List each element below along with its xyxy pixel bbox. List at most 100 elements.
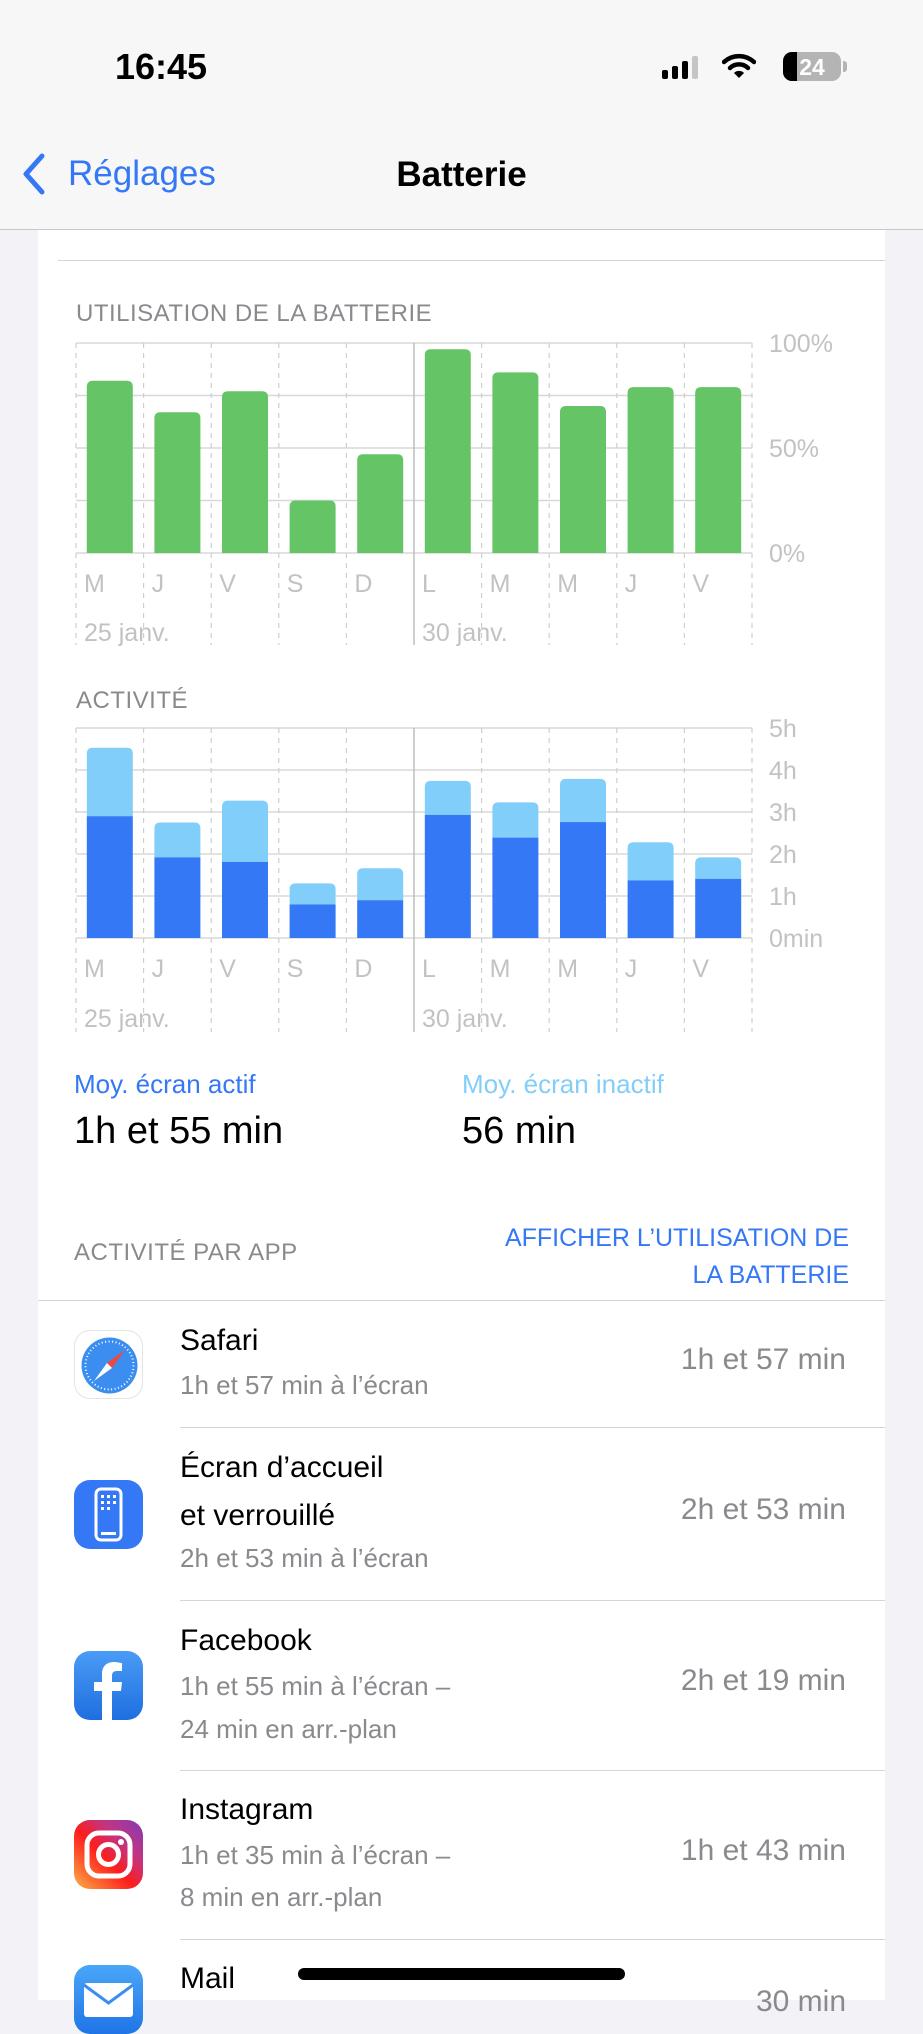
app-detail: 1h et 57 min à l’écran — [180, 1370, 429, 1400]
home-lock-screen-icon — [74, 1480, 143, 1549]
day-label: M — [84, 955, 105, 983]
battery-bar — [560, 406, 606, 553]
battery-usage-chart: 0% 50% 100% M J V S D L M M J V 25 janv. 30 janv. 0min 1… — [75, 330, 833, 1033]
day-label: V — [692, 570, 709, 598]
app-detail: 1h et 55 min à l’écran – — [180, 1671, 451, 1701]
day-label: L — [422, 570, 436, 598]
status-time: 16:45 — [115, 46, 208, 87]
app-usage: 1h et 43 min — [680, 1834, 846, 1867]
screen-on-bar — [695, 878, 742, 938]
app-detail-background: 8 min en arr.-plan — [180, 1882, 383, 1912]
date-label: 30 janv. — [422, 619, 508, 647]
date-label: 30 janv. — [422, 1005, 508, 1033]
screen-off-bar — [695, 857, 742, 879]
screen-off-bar — [627, 842, 674, 881]
battery-bar — [154, 412, 201, 553]
wifi-icon — [722, 53, 756, 78]
home-indicator[interactable] — [298, 1968, 625, 1980]
y-tick-label: 50% — [769, 435, 819, 463]
screen-off-bar — [357, 868, 404, 901]
instagram-icon — [74, 1820, 143, 1889]
day-label: M — [557, 570, 578, 598]
screen-on-bar — [154, 857, 201, 938]
date-label: 25 janv. — [84, 619, 170, 647]
link-line-2: LA BATTERIE — [692, 1261, 849, 1289]
divider — [180, 1939, 885, 1940]
day-label: D — [354, 570, 372, 598]
avg-inactive-value: 56 min — [462, 1110, 577, 1152]
divider — [58, 260, 885, 261]
battery-bar — [627, 387, 674, 553]
app-usage: 30 min — [755, 1985, 846, 2018]
battery-chart-title: UTILISATION DE LA BATTERIE — [76, 300, 433, 327]
screen-off-bar — [86, 747, 133, 817]
app-detail: 1h et 35 min à l’écran – — [180, 1840, 451, 1870]
cellular-signal-icon — [662, 56, 698, 79]
screen-off-bar — [154, 822, 201, 858]
app-name: Facebook — [180, 1624, 312, 1657]
app-name: Safari — [180, 1324, 259, 1357]
app-name: Écran d’accueil — [180, 1451, 384, 1484]
back-button[interactable]: Réglages — [18, 152, 216, 196]
avg-active-value: 1h et 55 min — [74, 1110, 284, 1152]
screen-off-bar — [424, 780, 471, 815]
y-tick-label: 4h — [769, 757, 797, 785]
app-usage: 2h et 53 min — [680, 1493, 846, 1526]
divider — [180, 1770, 885, 1771]
screen-on-bar — [222, 861, 268, 938]
screen-on-bar — [560, 822, 606, 938]
top-bar: 16:45 24 Batterie Réglages — [0, 0, 923, 230]
battery-icon: 24 — [783, 52, 841, 81]
day-label: S — [287, 570, 304, 598]
apps-section-title: ACTIVITÉ PAR APP — [74, 1239, 298, 1266]
divider — [38, 1300, 885, 1301]
battery-tip — [843, 61, 847, 72]
app-usage: 1h et 57 min — [680, 1343, 846, 1376]
y-tick-label: 3h — [769, 799, 797, 827]
app-name: Instagram — [180, 1793, 314, 1826]
y-tick-label: 5h — [769, 715, 797, 743]
screen-off-bar — [289, 883, 336, 905]
app-detail-background: 24 min en arr.-plan — [180, 1714, 397, 1744]
screen-on-bar — [289, 904, 336, 938]
screen-on-bar — [627, 880, 674, 938]
show-battery-usage-link[interactable]: AFFICHER L’UTILISATION DE LA BATTERIE — [505, 1220, 849, 1294]
y-tick-label: 1h — [769, 883, 797, 911]
y-tick-label: 0% — [769, 540, 805, 568]
day-label: S — [287, 955, 304, 983]
app-name: Mail — [180, 1962, 236, 1995]
divider — [180, 1427, 885, 1428]
activity-chart-title: ACTIVITÉ — [76, 687, 189, 714]
day-label: J — [625, 570, 638, 598]
day-label: J — [152, 955, 165, 983]
battery-bar — [357, 454, 404, 553]
screen-on-bar — [86, 816, 133, 938]
page-title: Batterie — [396, 155, 527, 194]
battery-bar — [424, 349, 471, 553]
day-label: M — [490, 570, 511, 598]
link-line-1: AFFICHER L’UTILISATION DE — [504, 1224, 849, 1252]
day-label: M — [557, 955, 578, 983]
day-label: M — [84, 570, 105, 598]
back-label: Réglages — [68, 154, 216, 193]
divider — [180, 1600, 885, 1601]
day-label: M — [490, 955, 511, 983]
app-detail: 2h et 53 min à l’écran — [180, 1543, 429, 1573]
y-tick-label: 2h — [769, 841, 797, 869]
chevron-left-icon — [23, 153, 45, 195]
day-label: L — [422, 955, 436, 983]
day-label: D — [354, 955, 372, 983]
app-name-line-2: et verrouillé — [180, 1499, 336, 1532]
facebook-icon — [74, 1651, 143, 1720]
battery-bar — [289, 500, 336, 553]
battery-bar — [492, 372, 539, 553]
screen-off-bar — [560, 778, 606, 823]
screen-off-bar — [492, 802, 539, 838]
avg-inactive-label: Moy. écran inactif — [462, 1069, 664, 1099]
day-label: V — [219, 570, 236, 598]
battery-level: 24 — [799, 54, 825, 80]
screen-on-bar — [357, 900, 404, 938]
y-tick-label: 100% — [769, 330, 833, 358]
day-label: V — [692, 955, 709, 983]
battery-bar — [86, 380, 133, 553]
